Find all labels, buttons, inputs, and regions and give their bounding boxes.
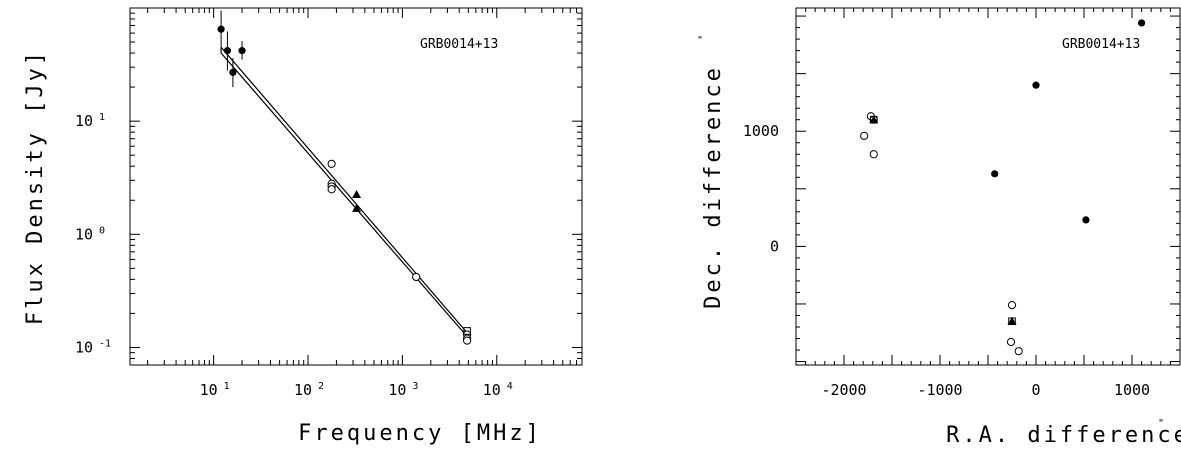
spectrum-point-filled-circle (229, 68, 237, 76)
position-panel: -2000 -1000 0 1000 0 1000 GRB0014+13 R.A. dif… (697, 7, 1181, 448)
spectrum-y-tick-exponent: 0 (99, 225, 105, 236)
spectrum-x-tick-label: 10 (200, 381, 218, 399)
spectrum-point-filled-circle (217, 25, 225, 33)
spectrum-point-filled-triangle (352, 189, 362, 199)
spectrum-y-axis-label: Flux Density [Jy] (23, 49, 48, 325)
spectrum-y-tick-label: 10 (75, 112, 93, 130)
position-x-tick-label: -2000 (821, 381, 866, 399)
spectrum-point-filled-circle (223, 47, 232, 55)
spectrum-point-filled-circle (238, 47, 246, 55)
position-x-tick-label: 1000 (1114, 381, 1150, 399)
spectrum-y-tick-label: 10 (75, 225, 93, 243)
spectrum-point-open-circle (412, 272, 421, 282)
spectrum-x-tick-exponent: 4 (507, 381, 513, 392)
position-point-filled-triangle (869, 115, 879, 124)
arcsec-unit-mark-y: " (697, 35, 703, 46)
position-point-open-circle (860, 131, 869, 140)
position-x-tick-label: 0 (1031, 381, 1040, 399)
spectrum-x-axis-label: Frequency [MHz] (298, 421, 542, 446)
spectrum-point-open-circle (327, 159, 336, 168)
spectrum-plot-frame (129, 7, 583, 366)
position-point-open-square (869, 115, 878, 124)
position-y-tick-label: 0 (770, 237, 779, 255)
position-point-filled-circle (1032, 81, 1040, 89)
spectrum-fit-line (220, 46, 468, 334)
position-plot-frame (795, 7, 1181, 366)
position-y-axis-label: Dec. difference (701, 65, 726, 309)
spectrum-x-tick-label: 10 (483, 381, 501, 399)
position-source-label: GRB0014+13 (1062, 37, 1140, 52)
position-y-tick-label: 1000 (743, 122, 779, 140)
spectrum-point-open-square (463, 327, 471, 335)
spectrum-point-open-circle (463, 336, 472, 345)
spectrum-x-tick-exponent: 2 (318, 381, 324, 392)
spectrum-fit-line (220, 52, 468, 337)
spectrum-y-tick-label: 10 (75, 338, 93, 356)
spectrum-panel: 10 1 10 2 10 3 10 4 10 -1 10 0 10 1 GRB0014+13 Freque… (23, 7, 583, 446)
spectrum-x-tick-exponent: 3 (412, 381, 418, 392)
position-point-open-circle (1007, 301, 1017, 310)
spectrum-y-tick-exponent: -1 (99, 338, 111, 349)
spectrum-x-tick-label: 10 (294, 381, 312, 399)
spectrum-point-filled-triangle (352, 203, 362, 212)
position-point-filled-triangle (1007, 316, 1017, 325)
position-point-open-circle (1014, 347, 1023, 356)
spectrum-x-tick-label: 10 (388, 381, 406, 399)
spectrum-source-label: GRB0014+13 (420, 37, 498, 52)
arcsec-unit-mark-x: " (1158, 418, 1164, 429)
position-point-filled-circle (1082, 216, 1090, 224)
spectrum-point-open-circle (327, 185, 336, 194)
spectrum-y-tick-exponent: 1 (99, 112, 105, 123)
position-point-open-square (1008, 317, 1016, 326)
position-point-open-circle (869, 150, 878, 159)
position-point-open-circle (1006, 337, 1016, 347)
position-point-filled-circle (1138, 19, 1146, 27)
position-x-axis-label: R.A. difference (946, 423, 1181, 448)
position-point-filled-circle (991, 170, 999, 178)
spectrum-x-tick-exponent: 1 (224, 381, 230, 392)
position-x-tick-label: -1000 (917, 381, 962, 399)
